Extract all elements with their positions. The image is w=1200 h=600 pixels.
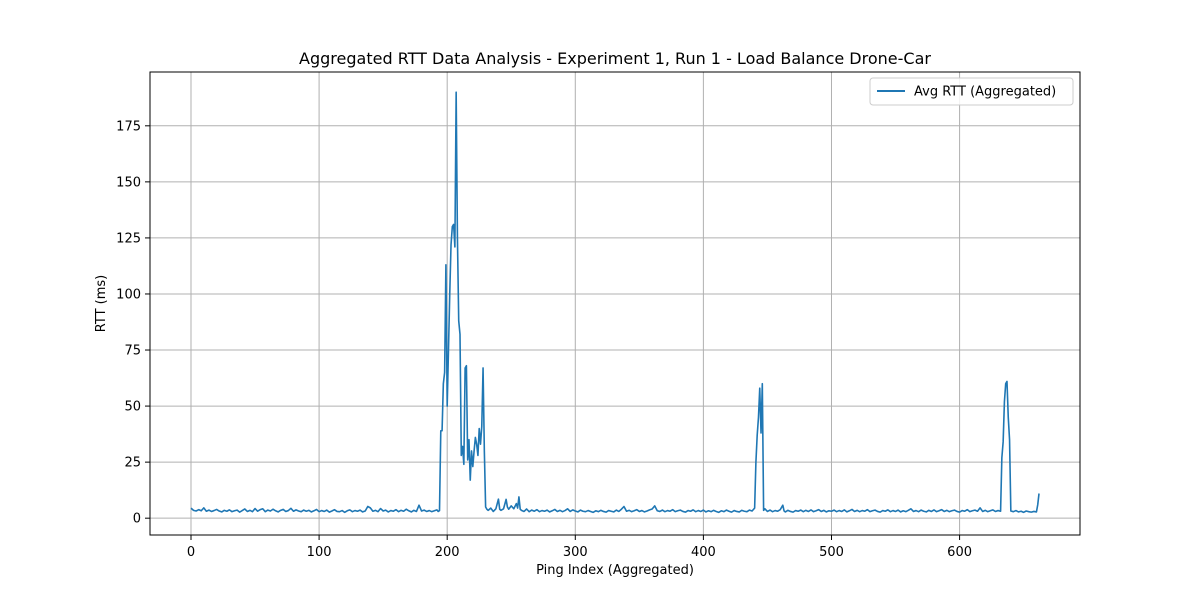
series-line-0 <box>190 91 1040 514</box>
chart-title: Aggregated RTT Data Analysis - Experimen… <box>299 49 931 68</box>
y-tick-label-150: 150 <box>116 175 141 190</box>
x-tick-label-500: 500 <box>819 545 844 560</box>
legend-label-avg-rtt: Avg RTT (Aggregated) <box>914 85 1056 100</box>
x-tick-label-300: 300 <box>563 545 588 560</box>
x-tick-label-200: 200 <box>435 545 460 560</box>
y-tick-label-25: 25 <box>124 456 141 471</box>
x-tick-label-400: 400 <box>691 545 716 560</box>
y-tick-label-175: 175 <box>116 119 141 134</box>
y-axis-label: RTT (ms) <box>94 275 109 332</box>
legend-box <box>869 77 1074 106</box>
x-axis-ticks: 0 100 200 300 400 500 600 <box>187 535 972 560</box>
plot-frame <box>149 71 1081 536</box>
y-axis-ticks: 0 25 50 75 100 125 150 175 <box>116 119 150 527</box>
y-tick-label-0: 0 <box>133 512 141 527</box>
grid-lines <box>150 72 1080 535</box>
x-tick-label-0: 0 <box>187 545 195 560</box>
x-axis-label: Ping Index (Aggregated) <box>536 563 694 578</box>
x-tick-label-600: 600 <box>947 545 972 560</box>
legend: Avg RTT (Aggregated) <box>869 77 1074 106</box>
y-tick-label-100: 100 <box>116 287 141 302</box>
y-tick-label-75: 75 <box>124 344 141 359</box>
y-tick-label-50: 50 <box>124 400 141 415</box>
x-tick-label-100: 100 <box>307 545 332 560</box>
y-tick-label-125: 125 <box>116 231 141 246</box>
series-group <box>190 91 1040 514</box>
